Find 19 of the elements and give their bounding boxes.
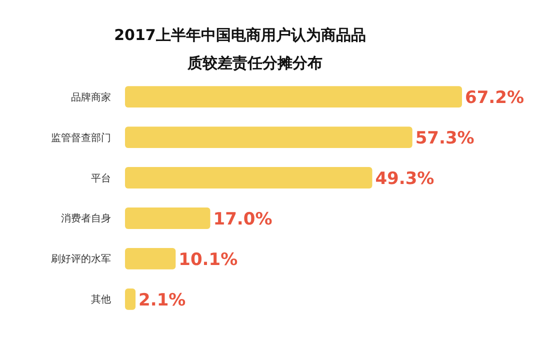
y-tick-label: 平台 bbox=[91, 172, 111, 184]
data-label: 57.3% bbox=[415, 128, 474, 148]
bar bbox=[125, 167, 372, 188]
data-label: 10.1% bbox=[178, 250, 238, 270]
bar bbox=[125, 126, 412, 148]
bar bbox=[125, 86, 462, 108]
y-tick-label: 刷好评的水军 bbox=[51, 253, 111, 266]
y-tick-label: 品牌商家 bbox=[71, 91, 111, 104]
y-tick-label: 监管督查部门 bbox=[51, 132, 111, 144]
y-tick-label: 消费者自身 bbox=[61, 212, 111, 225]
bar bbox=[125, 288, 136, 310]
data-label: 67.2% bbox=[465, 88, 524, 108]
data-label: 49.3% bbox=[375, 168, 434, 189]
data-label: 2.1% bbox=[138, 290, 186, 310]
y-tick-label: 其他 bbox=[91, 294, 111, 306]
bar bbox=[125, 248, 176, 270]
data-label: 17.0% bbox=[213, 209, 272, 230]
chart-title: 2017上半年中国电商用户认为商品品质较差责任分摊分布 bbox=[114, 26, 366, 72]
bar bbox=[125, 208, 210, 229]
